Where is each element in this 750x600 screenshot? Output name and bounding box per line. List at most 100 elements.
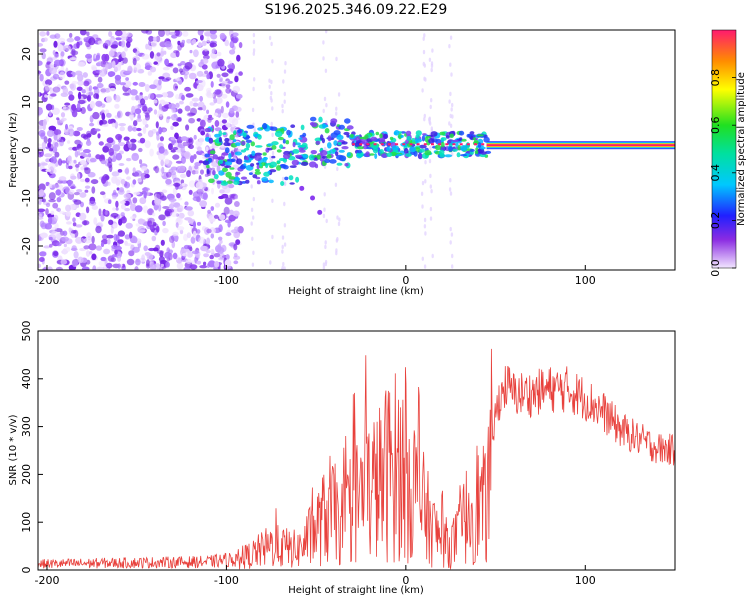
spectrogram-cell <box>204 31 212 37</box>
spectrogram-cell <box>161 166 165 174</box>
spectrogram-cell <box>147 45 153 51</box>
spectrogram-cell <box>360 141 366 144</box>
spectrogram-cell <box>91 205 99 210</box>
spectrogram-cell <box>284 176 289 181</box>
spectrogram-cell <box>308 154 315 161</box>
spectrogram-cell <box>85 206 90 214</box>
spectrogram-cell <box>142 186 148 195</box>
spectrogram-cell <box>119 126 125 132</box>
spectrogram-cell <box>337 92 341 97</box>
spectrogram-cell <box>188 180 196 188</box>
spectrogram-cell <box>218 195 225 200</box>
spectrogram-cell <box>95 154 101 160</box>
spectrogram-cell <box>338 149 345 153</box>
spectrogram-cell <box>189 100 194 107</box>
spectrogram-cell <box>269 260 272 265</box>
spectrogram-cell <box>173 83 178 91</box>
spectrogram-cell <box>220 181 228 186</box>
spectrogram-cell <box>423 76 426 82</box>
spectrogram-cell <box>206 109 210 115</box>
spectrogram-cell <box>221 80 226 88</box>
spectrogram-cell <box>206 228 212 234</box>
spectrogram-cell <box>234 117 241 121</box>
spectrogram-cell <box>81 266 90 270</box>
spectrogram-cell <box>132 246 140 253</box>
spectrogram-cell <box>251 107 255 113</box>
spectrogram-cell <box>210 206 215 211</box>
spectrogram-cell <box>68 147 74 151</box>
spectrogram-cell <box>172 67 179 74</box>
spectrogram-cell <box>93 93 99 99</box>
spectrogram-cell <box>227 60 233 66</box>
spectrogram-cell <box>91 235 95 244</box>
y-tick-label: 100 <box>20 512 33 533</box>
spectrogram-cell <box>281 176 285 182</box>
spectrogram-cell <box>323 192 326 197</box>
spectrogram-cell <box>221 72 229 78</box>
spectrogram-cell <box>137 178 142 183</box>
spectrogram-cell <box>325 30 328 34</box>
spectrogram-cell <box>142 126 147 134</box>
spectrogram-cell <box>229 107 235 114</box>
spectrogram-cell <box>338 155 347 162</box>
spectrogram-cell <box>142 118 148 126</box>
spectrogram-cell <box>182 252 188 257</box>
spectrogram-cell <box>41 52 46 60</box>
spectrogram-cell <box>173 182 181 187</box>
spectrogram-cell <box>154 197 162 206</box>
spectrogram-cell <box>152 247 159 252</box>
spectrogram-cell <box>320 150 328 156</box>
spectrogram-cell <box>107 181 111 186</box>
spectrogram-cell <box>231 123 235 128</box>
spectrogram-cell <box>144 140 151 149</box>
ridge-segment <box>474 143 478 146</box>
x-tick-label: -100 <box>214 274 239 287</box>
spectrogram-cell <box>181 70 190 76</box>
spectrogram-cell <box>277 136 284 141</box>
spectrogram-cell <box>226 122 230 128</box>
spectrogram-cell <box>60 51 65 57</box>
spectrogram-cell <box>393 130 400 136</box>
spectrogram-cell <box>140 172 147 180</box>
spectrogram-cell <box>79 192 87 198</box>
spectrogram-cell <box>206 237 211 245</box>
spectrogram-cell <box>195 181 203 190</box>
spectrogram-cell <box>98 260 106 267</box>
spectrogram-cell <box>84 185 91 189</box>
spectrogram-cell <box>252 32 256 38</box>
spectrogram-cell <box>222 132 227 136</box>
spectrogram-cell <box>97 40 104 45</box>
spectrogram-cell <box>225 254 230 260</box>
spectrogram-cell <box>225 101 230 108</box>
spectrogram-cell <box>357 146 364 150</box>
spectrogram-cell <box>84 189 89 193</box>
spectrogram-cell <box>53 214 59 222</box>
spectrogram-cell <box>449 91 452 97</box>
spectrogram-cell <box>421 88 424 93</box>
spectrogram-cell <box>77 91 82 100</box>
spectrogram-cell <box>153 61 158 65</box>
spectrogram-cell <box>140 98 146 106</box>
spectrogram-cell <box>165 30 171 36</box>
spectrogram-cell <box>184 62 193 70</box>
spectrogram-cell <box>346 152 351 157</box>
spectrogram-cell <box>259 163 263 167</box>
spectrogram-cell <box>224 197 233 205</box>
spectrogram-cell <box>149 84 157 89</box>
spectrogram-cell <box>38 70 42 74</box>
spectrogram-cell <box>101 109 105 114</box>
spectrogram-cell <box>285 140 290 145</box>
spectrogram-cell <box>79 212 87 221</box>
spectrogram-cell <box>424 179 427 184</box>
spectrogram-cell <box>193 134 197 140</box>
spectrogram-cell <box>234 142 241 147</box>
spectrogram-cell <box>423 217 427 223</box>
snr-frame <box>37 330 676 571</box>
ridge-segment <box>352 143 356 146</box>
spectrogram-cell <box>405 130 412 136</box>
spectrogram-cell <box>58 211 66 214</box>
figure-title: S196.2025.346.09.22.E29 <box>265 2 448 18</box>
spectrogram-cell <box>101 112 106 121</box>
spectrogram-cell <box>226 68 234 73</box>
spectrogram-cell <box>131 105 136 114</box>
